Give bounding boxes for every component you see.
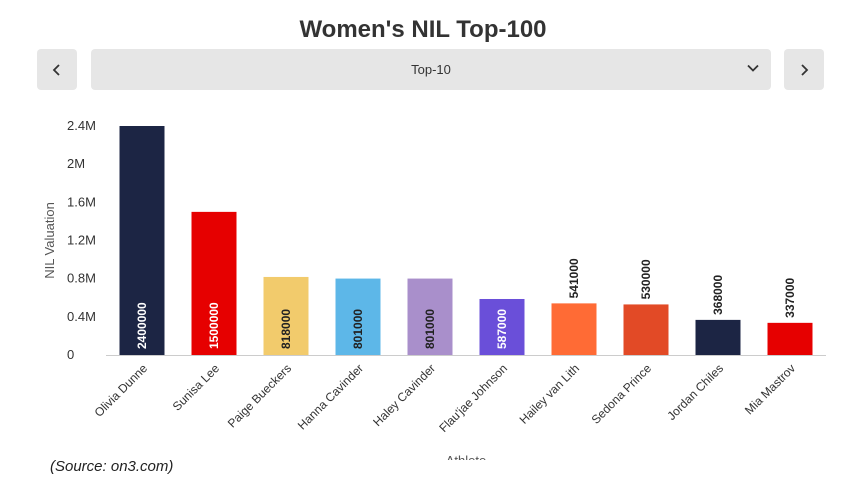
bar [479,298,525,355]
previous-button[interactable] [37,49,77,90]
bar-value-label: 337000 [783,277,797,317]
bar [551,303,597,355]
bar-value-label: 1500000 [207,302,221,349]
chevron-right-icon [801,63,809,76]
x-tick-label: Flau'jae Johnson [436,361,510,435]
x-tick-label: Haley Cavinder [370,361,438,429]
page-title: Women's NIL Top-100 [299,16,547,43]
y-axis-title: NIL Valuation [42,202,57,279]
chevron-down-icon [747,64,759,72]
y-tick-label: 1.2M [67,233,96,248]
bar-value-label: 801000 [423,309,437,349]
source-note: (Source: on3.com) [50,458,174,475]
y-tick-label: 1.6M [67,194,96,209]
bar-value-label: 801000 [351,309,365,349]
y-tick-label: 0.4M [67,309,96,324]
x-tick-label: Olivia Dunne [92,361,151,420]
x-tick-label: Mia Mastrov [742,361,798,417]
x-axis-title: Athlete [446,453,486,460]
y-tick-label: 2.4M [67,118,96,133]
top-n-select[interactable]: Top-10 [91,49,771,90]
bar [695,319,741,355]
bar-value-label: 368000 [711,275,725,315]
bar [191,211,237,355]
select-value: Top-10 [411,62,451,77]
y-tick-label: 0 [67,347,74,362]
bar [263,276,309,355]
x-tick-label: Jordan Chiles [664,361,726,423]
x-tick-label: Paige Bueckers [225,361,294,430]
bar-value-label: 2400000 [135,302,149,349]
y-tick-label: 0.8M [67,271,96,286]
x-tick-label: Hanna Cavinder [295,361,366,432]
bar-value-label: 587000 [495,309,509,349]
bar [407,278,453,355]
x-tick-label: Sedona Prince [589,361,655,427]
bar [767,322,813,355]
chevron-left-icon [52,63,60,76]
bar-chart: 0 0.4M 0.8M 1.2M 1.6M 2M 2.4M NIL Valuation 2400… [42,118,826,460]
bar-value-label: 818000 [279,309,293,349]
bar [335,278,381,355]
next-button[interactable] [784,49,824,90]
bar-value-label: 530000 [639,259,653,299]
x-tick-label: Hailey van Lith [517,361,583,427]
x-tick-label: Sunisa Lee [170,361,223,414]
bar [623,304,669,355]
bar [119,126,165,355]
y-tick-label: 2M [67,156,85,171]
bar-value-label: 541000 [567,258,581,298]
